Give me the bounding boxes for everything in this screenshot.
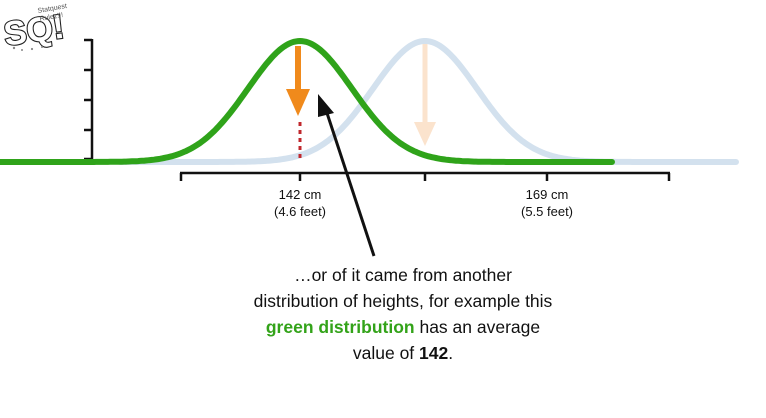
average-value: 142 (419, 343, 449, 363)
x-tick-label-142: 142 cm (4.6 feet) (230, 186, 370, 220)
tick-label-value: 169 cm (525, 187, 569, 202)
caption-line-4-prefix: value of (352, 343, 420, 363)
y-axis (84, 38, 94, 161)
x-tick-label-169: 169 cm (5.5 feet) (477, 186, 617, 220)
svg-text:Rulez!!!: Rulez!!! (39, 12, 64, 23)
mean-arrow (286, 46, 310, 116)
caption-line-3: green distribution has an average (203, 314, 603, 340)
caption-line-4: value of 142. (203, 340, 603, 366)
caption-line-2: distribution of heights, for example thi… (253, 291, 553, 311)
pointer-arrow (318, 94, 376, 257)
caption-line-1: …or of it came from another (294, 265, 512, 285)
tick-label-sub: (5.5 feet) (520, 204, 574, 219)
caption-line-4-suffix: . (448, 343, 454, 363)
tick-label-sub: (4.6 feet) (273, 204, 327, 219)
caption-text: …or of it came from another distribution… (203, 262, 603, 366)
green-distribution-highlight: green distribution (265, 317, 415, 337)
caption-line-3-rest: has an average (414, 317, 541, 337)
logo-mark: SQ! (2, 8, 67, 54)
green-distribution-curve (0, 37, 615, 165)
faded-mean-arrow (414, 44, 436, 146)
statquest-logo: SQ! Statquest Rulez!!! (2, 3, 68, 54)
blue-distribution-curve (117, 38, 739, 165)
tick-label-value: 142 cm (278, 187, 322, 202)
x-axis (179, 171, 671, 181)
